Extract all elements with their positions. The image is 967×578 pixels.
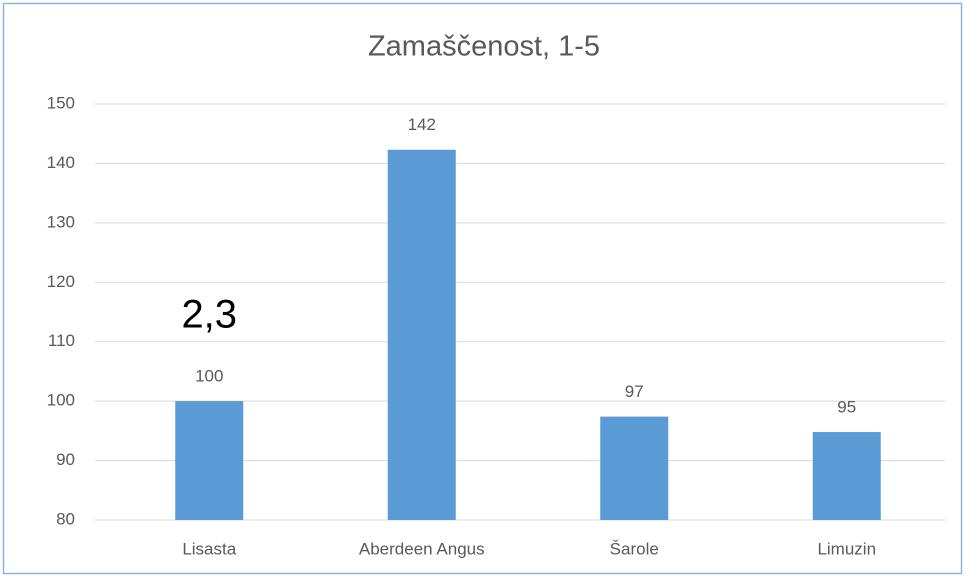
x-tick-label: Šarole	[610, 539, 659, 558]
x-tick-label: Aberdeen Angus	[359, 539, 485, 558]
y-tick-label: 90	[56, 450, 75, 469]
y-tick-label: 110	[48, 331, 75, 350]
x-tick-label: Limuzin	[817, 539, 876, 558]
y-tick-label: 130	[47, 212, 75, 231]
bar	[812, 432, 881, 520]
data-label: 95	[837, 398, 856, 417]
bar	[387, 149, 456, 520]
y-tick-label: 100	[47, 391, 75, 410]
x-tick-label: Lisasta	[182, 539, 236, 558]
data-label: 97	[625, 382, 644, 401]
y-tick-label: 120	[47, 272, 75, 291]
annotation: 2,3	[181, 293, 237, 337]
y-tick-label: 80	[56, 509, 75, 528]
data-label: 142	[408, 115, 436, 134]
chart-title: Zamaščenost, 1-5	[368, 31, 600, 63]
bar	[175, 401, 244, 520]
y-tick-label: 150	[47, 93, 75, 112]
data-label: 100	[195, 367, 223, 386]
y-tick-label: 140	[47, 153, 75, 172]
bar	[600, 416, 669, 520]
